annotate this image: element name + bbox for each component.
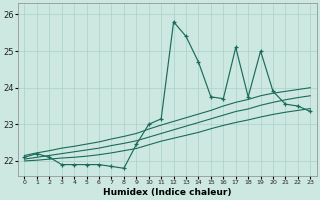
X-axis label: Humidex (Indice chaleur): Humidex (Indice chaleur) <box>103 188 232 197</box>
